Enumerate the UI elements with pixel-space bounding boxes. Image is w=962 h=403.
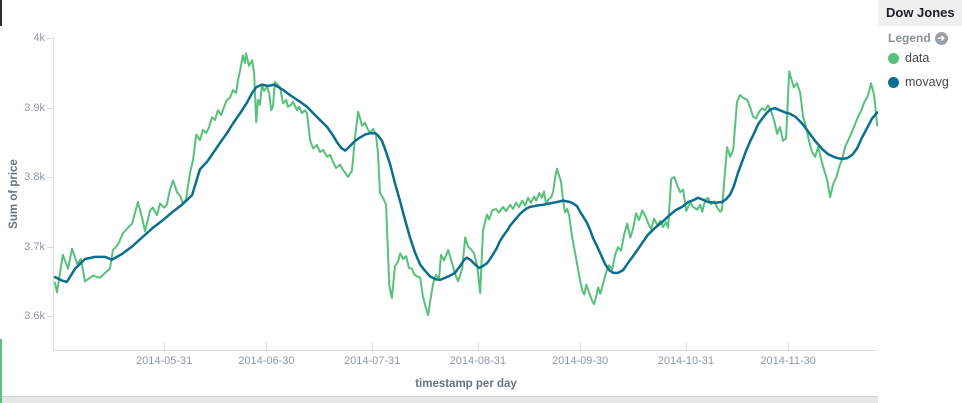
y-tick-mark	[47, 177, 53, 178]
y-tick-label: 3.7k	[24, 240, 45, 253]
legend-heading-label: Legend	[888, 31, 931, 45]
page-edge-dark-strip	[0, 0, 2, 26]
y-tick-label: 3.9k	[24, 101, 45, 114]
x-tick-mark	[685, 342, 687, 350]
y-tick-label: 4k	[33, 32, 45, 44]
legend-toggle[interactable]: Legend ➔	[888, 31, 962, 45]
y-tick-mark	[47, 107, 53, 109]
y-tick-label: 3.6k	[24, 310, 45, 322]
x-tick-mark	[477, 342, 479, 350]
legend-item-label: data	[905, 51, 930, 65]
x-tick-label: 2014-05-31	[135, 355, 193, 367]
x-tick-mark	[266, 342, 268, 350]
panel-title: Dow Jones	[878, 0, 962, 26]
legend-item-label: movavg	[905, 75, 949, 89]
x-tick-label: 2014-06-30	[238, 355, 295, 367]
x-tick-label: 2014-11-30	[760, 355, 816, 367]
x-tick-mark	[580, 342, 582, 350]
x-tick-label: 2014-09-30	[551, 355, 609, 367]
x-tick-mark	[164, 342, 166, 350]
data-series-swatch-icon	[888, 52, 899, 64]
y-tick-mark	[47, 246, 53, 248]
legend-toggle-icon[interactable]: ➔	[934, 31, 948, 45]
adjacent-chart-edge-strip	[0, 339, 2, 403]
x-tick-label: 2014-07-31	[343, 355, 401, 367]
x-axis-line	[53, 350, 950, 351]
data-series-line	[54, 52, 879, 317]
y-axis-line	[53, 37, 54, 350]
y-tick-label: 3.8k	[24, 171, 45, 183]
legend-panel: Dow Jones Legend ➔ data movavg	[878, 0, 962, 403]
x-axis-title: timestamp per day	[415, 378, 517, 390]
movavg-series-line	[53, 83, 879, 284]
x-tick-label: 2014-10-31	[657, 355, 714, 367]
y-tick-mark	[47, 38, 53, 39]
legend-item-movavg[interactable]: movavg	[888, 75, 962, 89]
x-tick-mark	[372, 342, 374, 350]
y-tick-mark	[47, 316, 53, 317]
x-tick-label: 2014-08-31	[449, 355, 506, 367]
y-axis-title: Sum of price	[8, 159, 20, 229]
bottom-panel-edge	[0, 396, 962, 403]
legend-item-data[interactable]: data	[888, 51, 962, 65]
x-tick-mark	[788, 342, 790, 350]
movavg-series-swatch-icon	[888, 76, 899, 88]
